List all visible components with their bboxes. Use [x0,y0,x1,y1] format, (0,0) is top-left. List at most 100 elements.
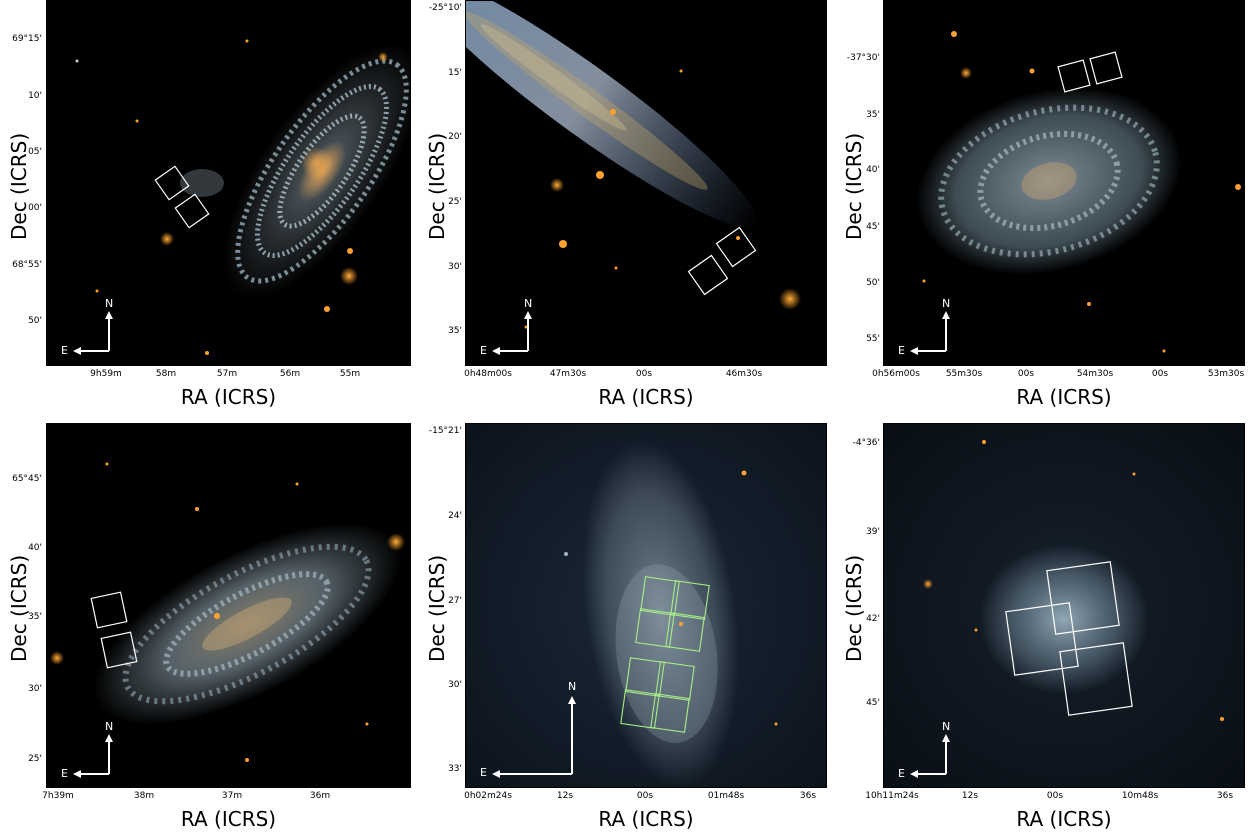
ytick-label: 24' [448,511,462,521]
ytick-label: 00' [28,203,42,213]
xtick-label: 56m [279,369,301,379]
galaxy-render-1 [75,39,410,355]
compass-n-label: N [942,297,951,310]
xtick-label: 9h59m [90,369,122,379]
ytick-label: 55' [866,334,880,344]
xtick-label: 12s [556,791,574,801]
compass-3: N E [898,297,958,357]
ytick-label: 25' [28,754,42,764]
ytick-label: 10' [28,91,42,101]
ytick-label: -15°21' [428,426,462,436]
compass-e-label: E [480,344,487,357]
galaxy-image-5: N E [465,423,827,788]
footprint-boxes-5 [620,576,710,733]
xtick-label: 0h56m00s [872,369,920,379]
y-axis-label: Dec (ICRS) [842,132,866,240]
footprint-boxes-6 [1005,561,1133,716]
compass-arrows-5 [492,696,576,778]
y-axis-label: Dec (ICRS) [7,132,31,240]
ytick-label: 50' [866,278,880,288]
ytick-label: 65°45' [12,474,42,484]
ytick-label: 40' [866,165,880,175]
ytick-label: 45' [866,698,880,708]
galaxy-render-6 [884,424,1244,787]
ytick-label: 33' [448,764,462,774]
xtick-label: 37m [221,791,243,801]
xtick-label: 7h39m [42,791,74,801]
x-axis-label: RA (ICRS) [598,385,694,409]
footprint-boxes-3 [1057,51,1123,93]
xtick-label: 57m [216,369,238,379]
ytick-label: 05' [28,147,42,157]
galaxy-image-1: N E [46,0,411,366]
compass-n-label: N [105,720,114,733]
ytick-label: 35' [448,326,462,336]
xtick-label: 00s [1046,791,1064,801]
ytick-label: 42' [866,614,880,624]
ytick-label: 25' [448,197,462,207]
galaxy-render-5 [466,424,826,787]
footprint-boxes-4 [90,591,138,669]
ytick-label: 30' [448,262,462,272]
ytick-label: 39' [866,527,880,537]
xtick-label: 01m48s [707,791,745,801]
x-axis-label: RA (ICRS) [1016,807,1112,831]
galaxy-render-3 [916,31,1241,353]
compass-1: N E [61,297,121,357]
compass-e-label: E [898,344,905,357]
galaxy-image-6: N E [883,423,1245,788]
compass-6: N E [898,720,958,780]
ytick-label: 40' [28,543,42,553]
xtick-label: 55m30s [945,369,983,379]
x-axis-label: RA (ICRS) [180,807,277,831]
xtick-label: 54m30s [1076,369,1114,379]
ytick-label: 35' [866,110,880,120]
y-axis-label: Dec (ICRS) [425,554,449,662]
ytick-label: 15' [448,68,462,78]
y-axis-label: Dec (ICRS) [425,132,449,240]
compass-e-label: E [61,344,68,357]
compass-e-label: E [480,766,487,779]
y-axis-label: Dec (ICRS) [7,554,31,662]
ytick-label: 30' [28,684,42,694]
xtick-label: 38m [133,791,155,801]
compass-e-label: E [61,767,68,780]
footprint-boxes-1 [154,165,210,229]
footprint-boxes-2 [687,226,757,296]
xtick-label: 00s [1017,369,1035,379]
galaxy-render-4 [50,462,405,762]
xtick-label: 12s [961,791,979,801]
compass-n-label: N [105,297,114,310]
ytick-label: 50' [28,316,42,326]
compass-arrows-4 [73,734,113,778]
compass-n-label: N [568,680,577,693]
xtick-label: 00s [635,369,653,379]
xtick-label: 10m48s [1121,791,1159,801]
xtick-label: 00s [1151,369,1169,379]
xtick-label: 36m [309,791,331,801]
xtick-label: 36s [799,791,817,801]
xtick-label: 0h48m00s [464,369,512,379]
x-axis-label: RA (ICRS) [1016,385,1112,409]
galaxy-image-4: N E [46,423,411,788]
galaxy-render-2 [466,1,801,329]
ytick-label: -37°30' [846,53,880,63]
xtick-label: 55m [339,369,361,379]
xtick-label: 47m30s [549,369,587,379]
ytick-label: 69°15' [12,34,42,44]
x-axis-label: RA (ICRS) [598,807,694,831]
compass-arrows-1 [73,311,113,355]
compass-arrows-3 [910,311,950,355]
xtick-label: 0h02m24s [464,791,512,801]
compass-e-label: E [898,767,905,780]
ytick-label: -25°10' [428,3,462,13]
xtick-label: 00s [636,791,654,801]
xtick-label: 36s [1216,791,1234,801]
xtick-label: 10h11m24s [865,791,919,801]
ytick-label: 68°55' [12,260,42,270]
ytick-label: 45' [866,222,880,232]
compass-arrows-6 [910,734,950,778]
xtick-label: 46m30s [725,369,763,379]
ytick-label: 30' [448,680,462,690]
ytick-label: 35' [28,612,42,622]
